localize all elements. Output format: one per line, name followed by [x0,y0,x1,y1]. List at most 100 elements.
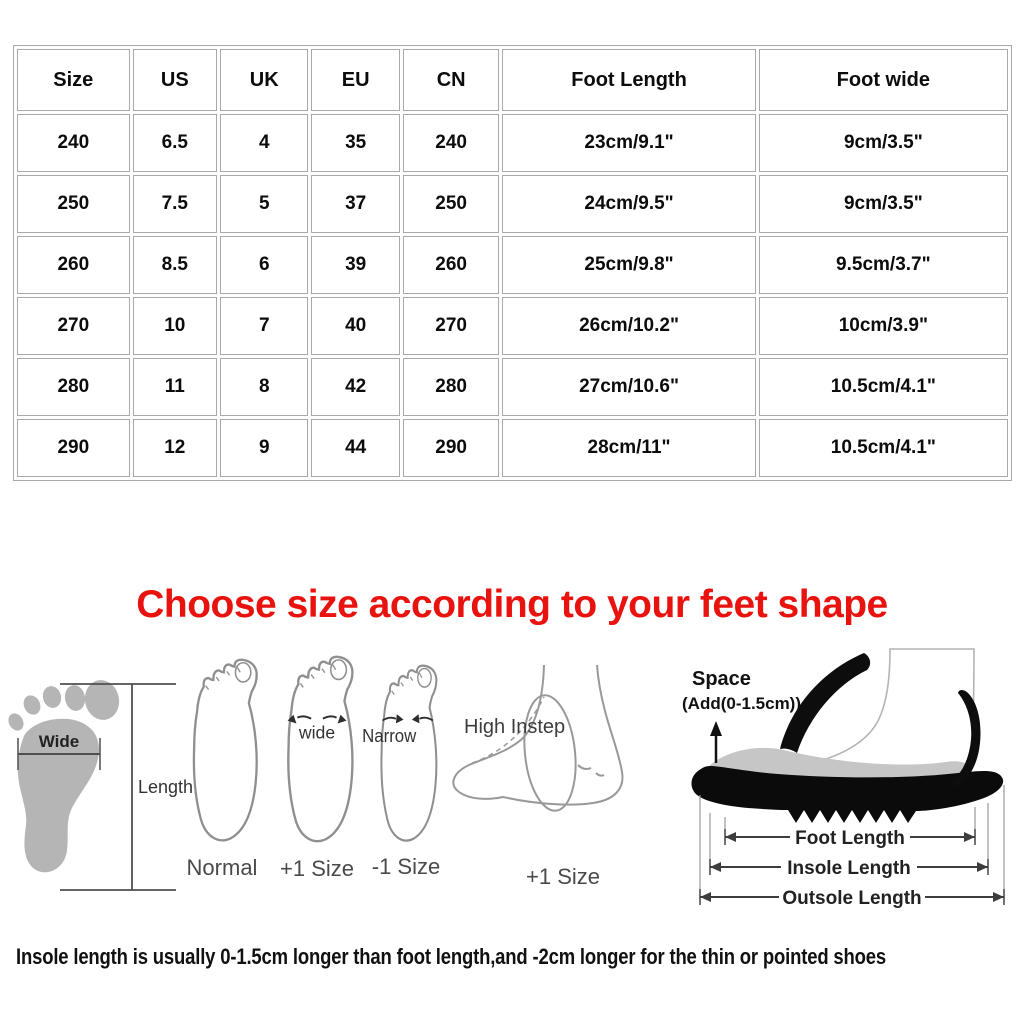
table-row: 270 10 7 40 270 26cm/10.2" 10cm/3.9" [17,297,1008,355]
table-cell: 4 [220,114,309,172]
foot-wide-figure: wide +1 Size [268,652,366,882]
table-cell: 280 [402,358,500,416]
insole-shape [710,747,970,782]
table-cell: 290 [402,419,500,477]
table-cell: 280 [17,358,130,416]
table-cell: 9 [220,419,309,477]
instep-foot-outline [452,664,624,806]
table-cell: 260 [402,236,500,294]
table-cell: 6 [220,236,309,294]
shoe-collar-shape [780,653,871,753]
foot-narrow-graphic: Narrow [362,664,438,842]
table-cell: 35 [311,114,400,172]
table-cell: 10.5cm/4.1" [758,419,1008,477]
foot-length-arrowheads [725,832,975,842]
table-cell: 23cm/9.1" [502,114,756,172]
foot-normal-figure: Normal [174,655,270,881]
outsole-length-arrowheads [700,892,1004,902]
table-cell: 240 [17,114,130,172]
foot-wide-label: +1 Size [280,856,354,881]
column-header: CN [402,49,500,111]
footprint-graphic: Wide Length [8,680,193,891]
foot-narrow-label: -1 Size [371,854,441,879]
table-cell: 240 [402,114,500,172]
footprint-diagram: Wide Length [4,664,193,909]
foot-normal-graphic [192,658,258,842]
table-cell: 37 [311,175,400,233]
table-cell: 26cm/10.2" [502,297,756,355]
shoe-measurement-diagram: Space (Add(0-1.5cm)) Foot Lengt [678,645,1024,945]
foot-wide-graphic: wide [287,655,354,843]
table-cell: 10.5cm/4.1" [758,358,1008,416]
column-header: EU [311,49,400,111]
insole-length-label: Insole Length [787,858,911,879]
table-cell: 290 [17,419,130,477]
column-header: Size [17,49,130,111]
page-title: Choose size according to your feet shape [136,583,888,626]
wide-annotation: wide [298,722,335,742]
table-cell: 7 [220,297,309,355]
column-header: Foot Length [502,49,756,111]
insole-length-arrowheads [710,862,988,872]
space-arrow [710,721,722,763]
table-cell: 44 [311,419,400,477]
shoe-graphic: Space (Add(0-1.5cm)) Foot Lengt [682,648,1005,909]
table-cell: 28cm/11" [502,419,756,477]
table-cell: 250 [17,175,130,233]
length-measure-line [60,683,176,891]
table-row: 250 7.5 5 37 250 24cm/9.5" 9cm/3.5" [17,175,1008,233]
table-cell: 40 [311,297,400,355]
table-cell: 9cm/3.5" [758,175,1008,233]
wide-arrows [296,715,338,720]
table-cell: 250 [402,175,500,233]
table-cell: 8 [220,358,309,416]
narrow-arrowheads [395,714,420,724]
high-instep-annotation: High Instep [464,716,565,738]
size-table: Size US UK EU CN Foot Length Foot wide 240 6.5 4… [13,45,1012,481]
outsole-shape [691,766,1004,823]
size-table-section: Size US UK EU CN Foot Length Foot wide 240 6.5 4… [13,45,1012,481]
outsole-length-label: Outsole Length [782,888,921,909]
footnote: Insole length is usually 0-1.5cm longer … [16,944,886,969]
column-header: Foot wide [758,49,1008,111]
table-cell: 7.5 [132,175,217,233]
wide-measure-line [17,738,101,770]
table-row: 290 12 9 44 290 28cm/11" 10.5cm/4.1" [17,419,1008,477]
table-cell: 27cm/10.6" [502,358,756,416]
table-cell: 5 [220,175,309,233]
foot-narrow-figure: Narrow -1 Size [362,662,448,880]
high-instep-label: +1 Size [526,864,600,889]
outsole-length-line [699,889,1005,905]
high-instep-figure: High Instep +1 Size [440,653,680,890]
table-cell: 9cm/3.5" [758,114,1008,172]
table-cell: 24cm/9.5" [502,175,756,233]
instep-dashed-line [471,696,545,764]
table-cell: 39 [311,236,400,294]
table-cell: 10cm/3.9" [758,297,1008,355]
heel-counter-shape [946,690,981,787]
table-cell: 9.5cm/3.7" [758,236,1008,294]
length-measure-label: Length [138,777,193,797]
table-row: 240 6.5 4 35 240 23cm/9.1" 9cm/3.5" [17,114,1008,172]
column-header: UK [220,49,309,111]
girth-measure-ellipse [523,694,577,812]
table-row: 280 11 8 42 280 27cm/10.6" 10.5cm/4.1" [17,358,1008,416]
table-cell: 260 [17,236,130,294]
table-cell: 270 [402,297,500,355]
table-cell: 12 [132,419,217,477]
foot-length-label: Foot Length [795,828,905,849]
table-cell: 270 [17,297,130,355]
narrow-annotation: Narrow [362,725,416,746]
table-cell: 11 [132,358,217,416]
table-cell: 6.5 [132,114,217,172]
table-cell: 42 [311,358,400,416]
space-label: Space [692,668,751,690]
wide-measure-label: Wide [39,732,79,751]
wide-arrowheads [287,714,347,724]
ankle-marks [577,764,605,777]
table-cell: 25cm/9.8" [502,236,756,294]
footprint-shape [8,680,120,873]
size-table-header-row: Size US UK EU CN Foot Length Foot wide [17,49,1008,111]
column-header: US [132,49,217,111]
